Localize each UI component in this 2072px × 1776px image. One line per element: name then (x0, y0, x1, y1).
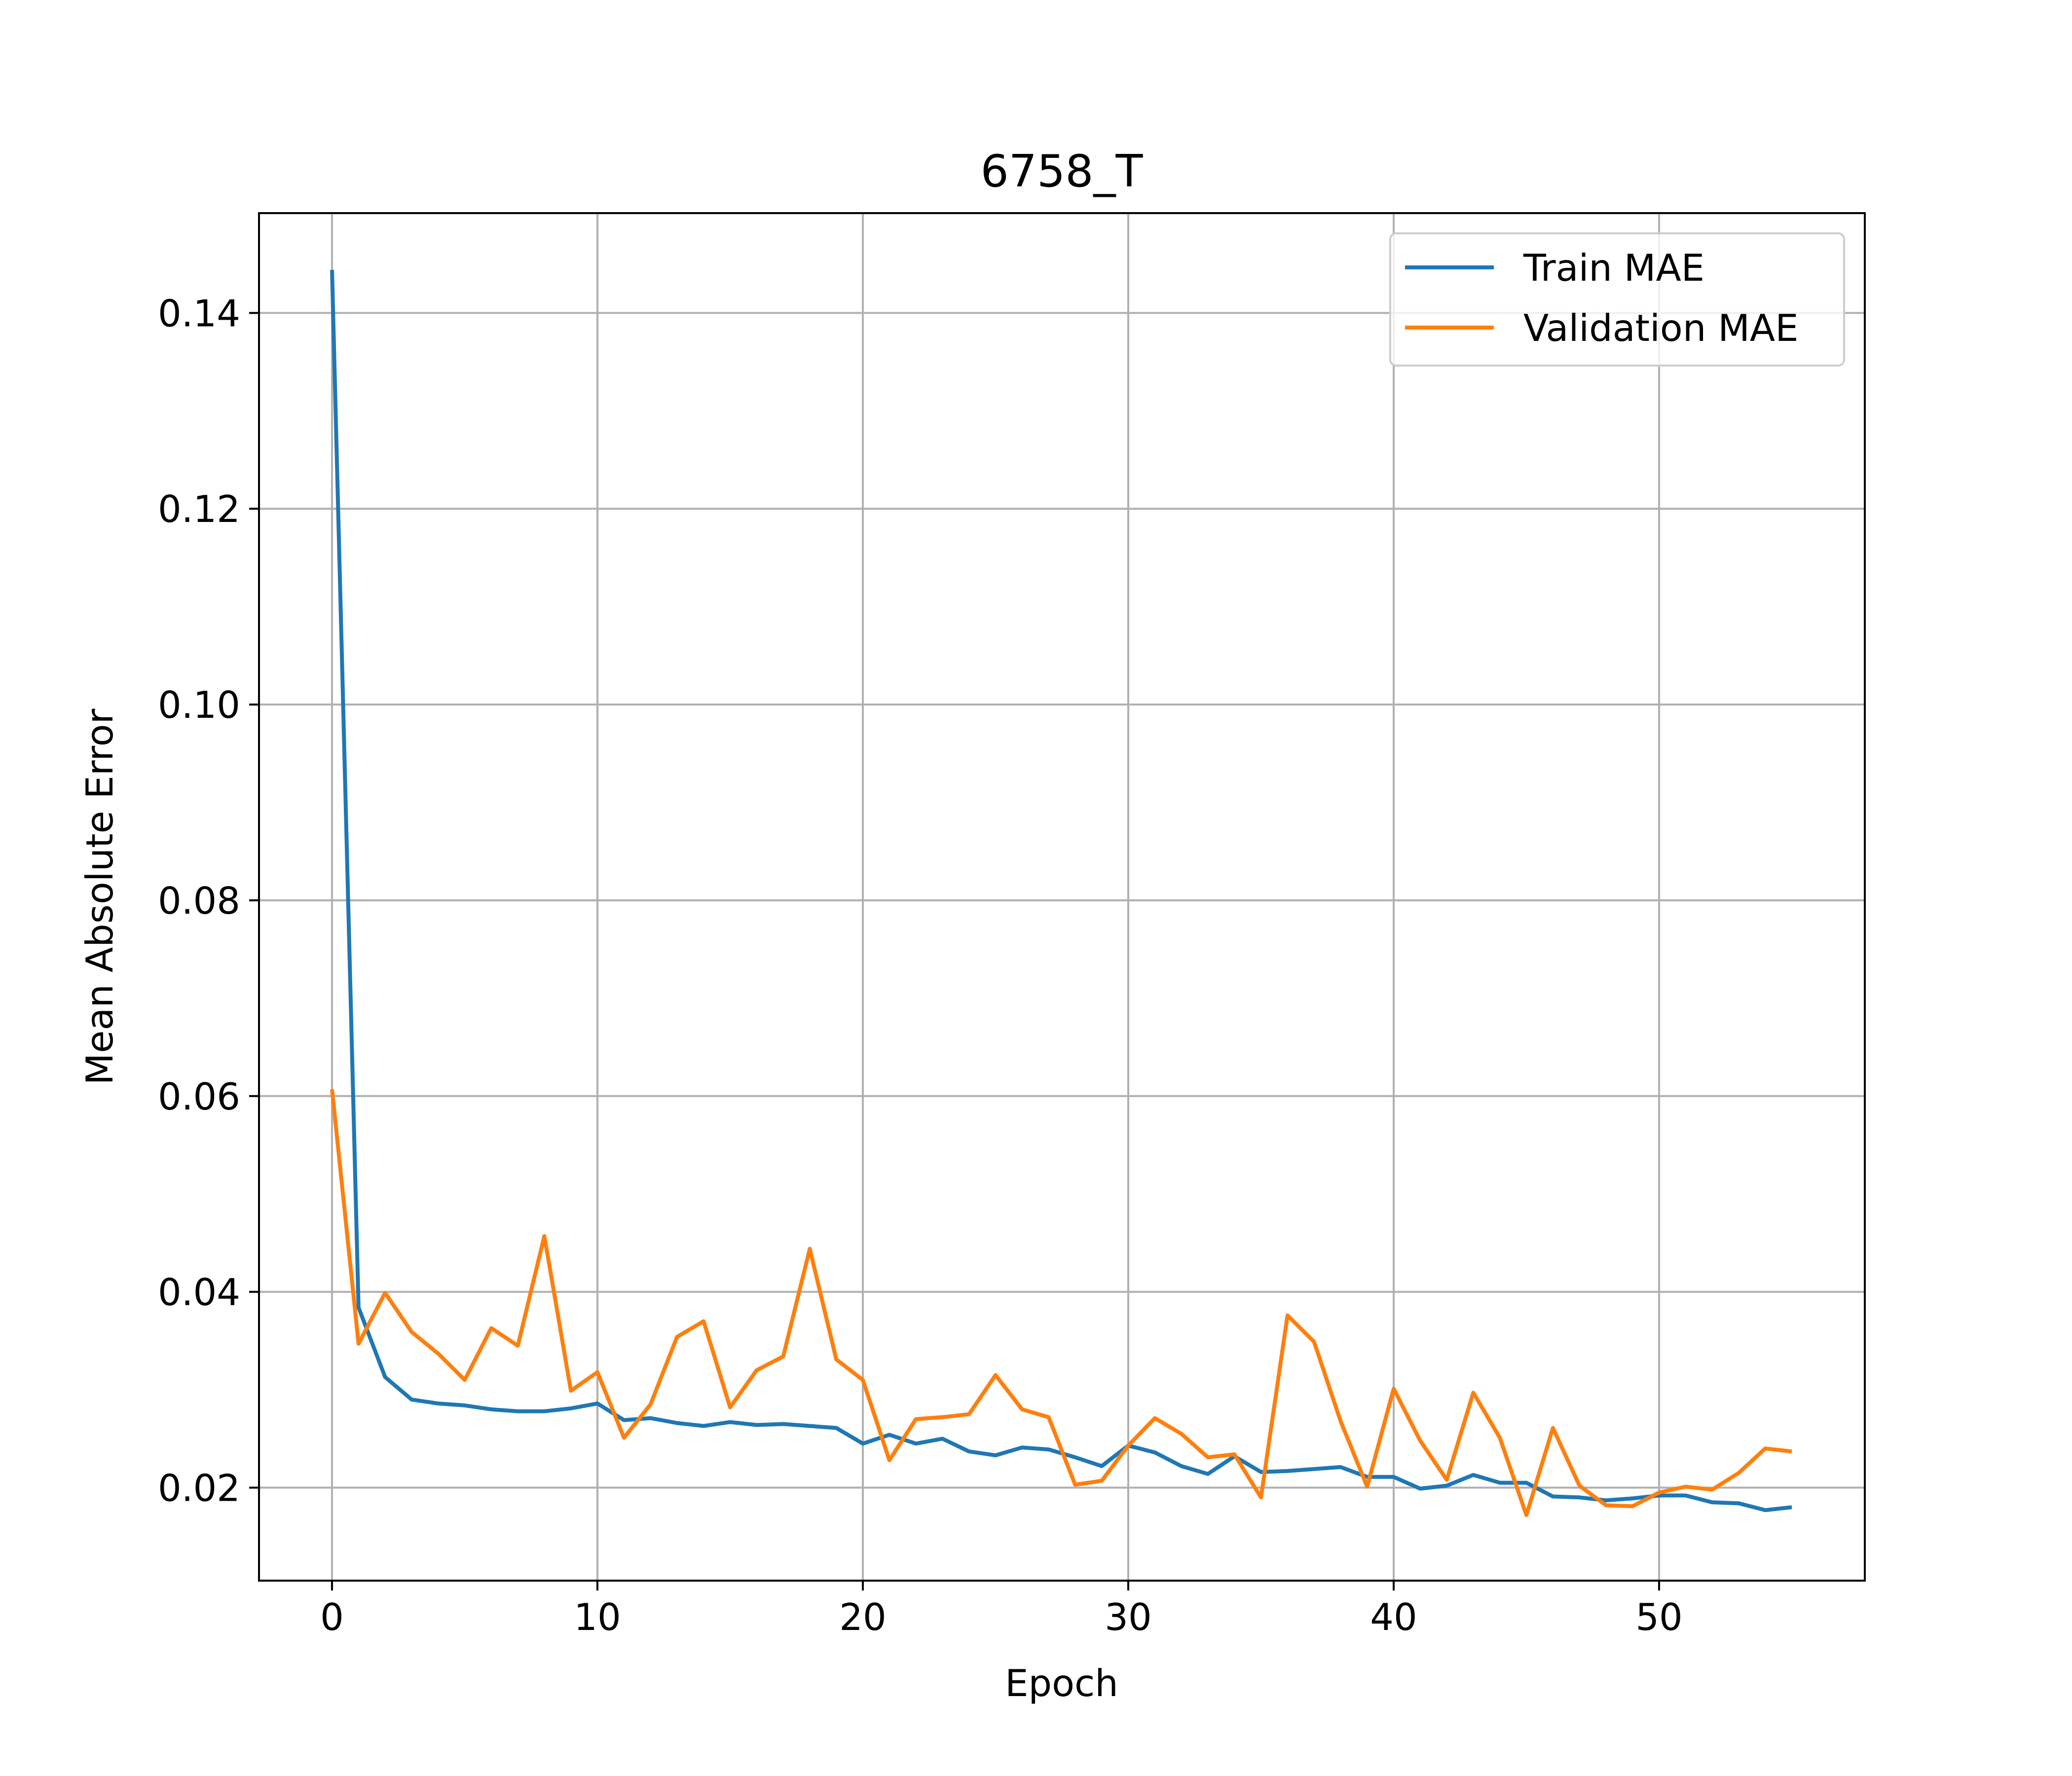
y-tick-label: 0.10 (158, 683, 240, 727)
series-lines (330, 269, 1792, 1517)
legend-label-validation: Validation MAE (1523, 306, 1799, 350)
x-tick-label: 0 (320, 1595, 344, 1639)
y-tick-label: 0.12 (158, 487, 240, 531)
y-axis-label: Mean Absolute Error (78, 709, 121, 1085)
series-line-validation (330, 1089, 1792, 1517)
plot-area (259, 213, 1865, 1581)
plot-frame (258, 212, 1866, 1582)
x-tick-label: 20 (839, 1595, 886, 1639)
x-tick-label: 50 (1635, 1595, 1682, 1639)
legend-label-train: Train MAE (1523, 246, 1704, 290)
y-tick-label: 0.08 (158, 879, 240, 923)
grid (259, 213, 1865, 1581)
y-tick-label: 0.04 (158, 1271, 240, 1314)
y-tick-label: 0.14 (158, 292, 240, 335)
chart-title: 6758_T (980, 146, 1143, 197)
x-tick-label: 30 (1105, 1595, 1151, 1639)
x-tick-label: 40 (1370, 1595, 1417, 1639)
legend-box (1389, 232, 1845, 367)
axis-ticks: 0 10 20 30 40 50 0.02 0.04 0.06 0.08 0.10 0.12 0.14 (158, 292, 1683, 1639)
y-tick-label: 0.06 (158, 1075, 240, 1118)
y-tick-label: 0.02 (158, 1466, 240, 1510)
legend: Train MAE Validation MAE (1389, 232, 1845, 367)
x-tick-label: 10 (574, 1595, 621, 1639)
x-axis-label: Epoch (1005, 1662, 1118, 1705)
